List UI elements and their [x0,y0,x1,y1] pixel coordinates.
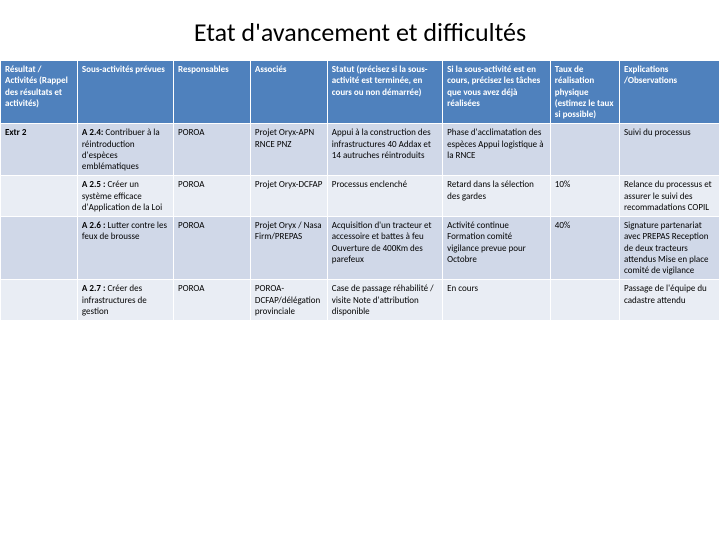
statut-cell: Acquisition d'un tracteur et accessoire … [327,217,442,280]
taches-cell: Retard dans la sélection des gardes [443,176,551,217]
statut-cell: Case de passage réhabilité / visite Note… [327,280,442,321]
table-header-row: Résultat / Activités (Rappel des résulta… [1,61,720,124]
col-header: Sous-activités prévues [77,61,173,124]
taux-cell [550,280,619,321]
associes-cell: Projet Oryx / Nasa Firm/PREPAS [250,217,327,280]
taches-cell: Activité continue Formation comité vigil… [443,217,551,280]
result-cell [1,176,78,217]
col-header: Responsables [174,61,251,124]
activity-cell: A 2.5 : Créer un système efficace d'Appl… [77,176,173,217]
associes-cell: Projet Oryx-DCFAP [250,176,327,217]
col-header: Associés [250,61,327,124]
statut-cell: Appui à la construction des infrastructu… [327,124,442,176]
table-row: Extr 2 A 2.4: Contribuer à la réintroduc… [1,124,720,176]
responsable-cell: POROA [174,217,251,280]
table-row: A 2.6 : Lutter contre les feux de brouss… [1,217,720,280]
taux-cell: 10% [550,176,619,217]
result-cell [1,217,78,280]
table-row: A 2.5 : Créer un système efficace d'Appl… [1,176,720,217]
taches-cell: En cours [443,280,551,321]
result-cell: Extr 2 [1,124,78,176]
table-row: A 2.7 : Créer des infrastructures de ges… [1,280,720,321]
col-header: Statut (précisez si la sous-activité est… [327,61,442,124]
result-cell [1,280,78,321]
activity-cell: A 2.6 : Lutter contre les feux de brouss… [77,217,173,280]
statut-cell: Processus enclenché [327,176,442,217]
taux-cell [550,124,619,176]
explications-cell: Passage de l'équipe du cadastre attendu [620,280,720,321]
col-header: Explications /Observations [620,61,720,124]
col-header: Si la sous-activité est en cours, précis… [443,61,551,124]
activity-cell: A 2.4: Contribuer à la réintroduction d'… [77,124,173,176]
associes-cell: Projet Oryx-APN RNCE PNZ [250,124,327,176]
taux-cell: 40% [550,217,619,280]
col-header: Taux de réalisation physique (estimez le… [550,61,619,124]
responsable-cell: POROA [174,280,251,321]
explications-cell: Signature partenariat avec PREPAS Recept… [620,217,720,280]
page-title: Etat d'avancement et difficultés [0,0,720,60]
associes-cell: POROA-DCFAP/délégation provinciale [250,280,327,321]
responsable-cell: POROA [174,124,251,176]
explications-cell: Relance du processus et assurer le suivi… [620,176,720,217]
status-table: Résultat / Activités (Rappel des résulta… [0,60,720,321]
explications-cell: Suivi du processus [620,124,720,176]
responsable-cell: POROA [174,176,251,217]
col-header: Résultat / Activités (Rappel des résulta… [1,61,78,124]
taches-cell: Phase d'acclimatation des espèces Appui … [443,124,551,176]
activity-cell: A 2.7 : Créer des infrastructures de ges… [77,280,173,321]
